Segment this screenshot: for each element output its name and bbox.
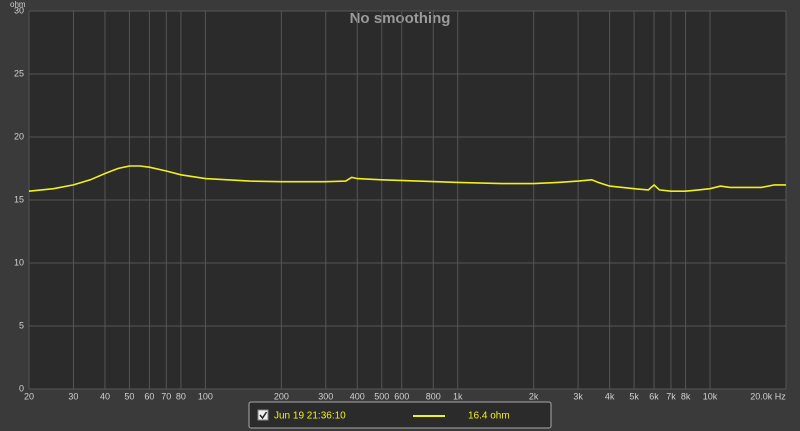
y-tick-label: 30 [14,5,24,15]
x-tick-label: 500 [374,391,389,401]
legend-label: Jun 19 21:36:10 [274,411,346,422]
data-line [28,165,786,192]
x-tick-label: 1k [453,391,463,401]
x-tick-label: 40 [100,391,110,401]
x-tick-label: 30 [68,391,78,401]
legend-checkbox[interactable] [257,409,269,421]
y-tick-label: 20 [14,131,24,141]
x-tick-label: 600 [394,391,409,401]
x-tick-label: 5k [629,391,639,401]
y-tick-label: 10 [14,257,24,267]
legend-value: 16.4 ohm [468,411,510,422]
x-tick-label: 800 [426,391,441,401]
x-tick-label: 10k [703,391,718,401]
y-tick-label: 5 [19,320,24,330]
x-tick-label: 80 [176,391,186,401]
x-tick-label: 70 [161,391,171,401]
y-tick-label: 15 [14,194,24,204]
x-tick-label: 50 [124,391,134,401]
x-tick-label: 6k [649,391,659,401]
x-tick-label: 20 [24,391,34,401]
x-tick-label: 8k [681,391,691,401]
x-tick-label: 100 [198,391,213,401]
x-tick-label: 200 [274,391,289,401]
legend [248,401,552,429]
x-tick-label: 60 [144,391,154,401]
y-tick-label: 25 [14,68,24,78]
x-tick-label: 400 [350,391,365,401]
checkmark [259,411,268,420]
x-tick-label: 3k [573,391,583,401]
chart-title: No smoothing [350,10,451,27]
x-tick-label: 7k [666,391,676,401]
x-tick-label: 20.0k Hz [750,391,786,401]
x-tick-label: 4k [605,391,615,401]
x-tick-label: 300 [318,391,333,401]
y-tick-label: 0 [19,383,24,393]
x-tick-label: 2k [529,391,539,401]
y-axis-label: ohm [10,0,26,9]
